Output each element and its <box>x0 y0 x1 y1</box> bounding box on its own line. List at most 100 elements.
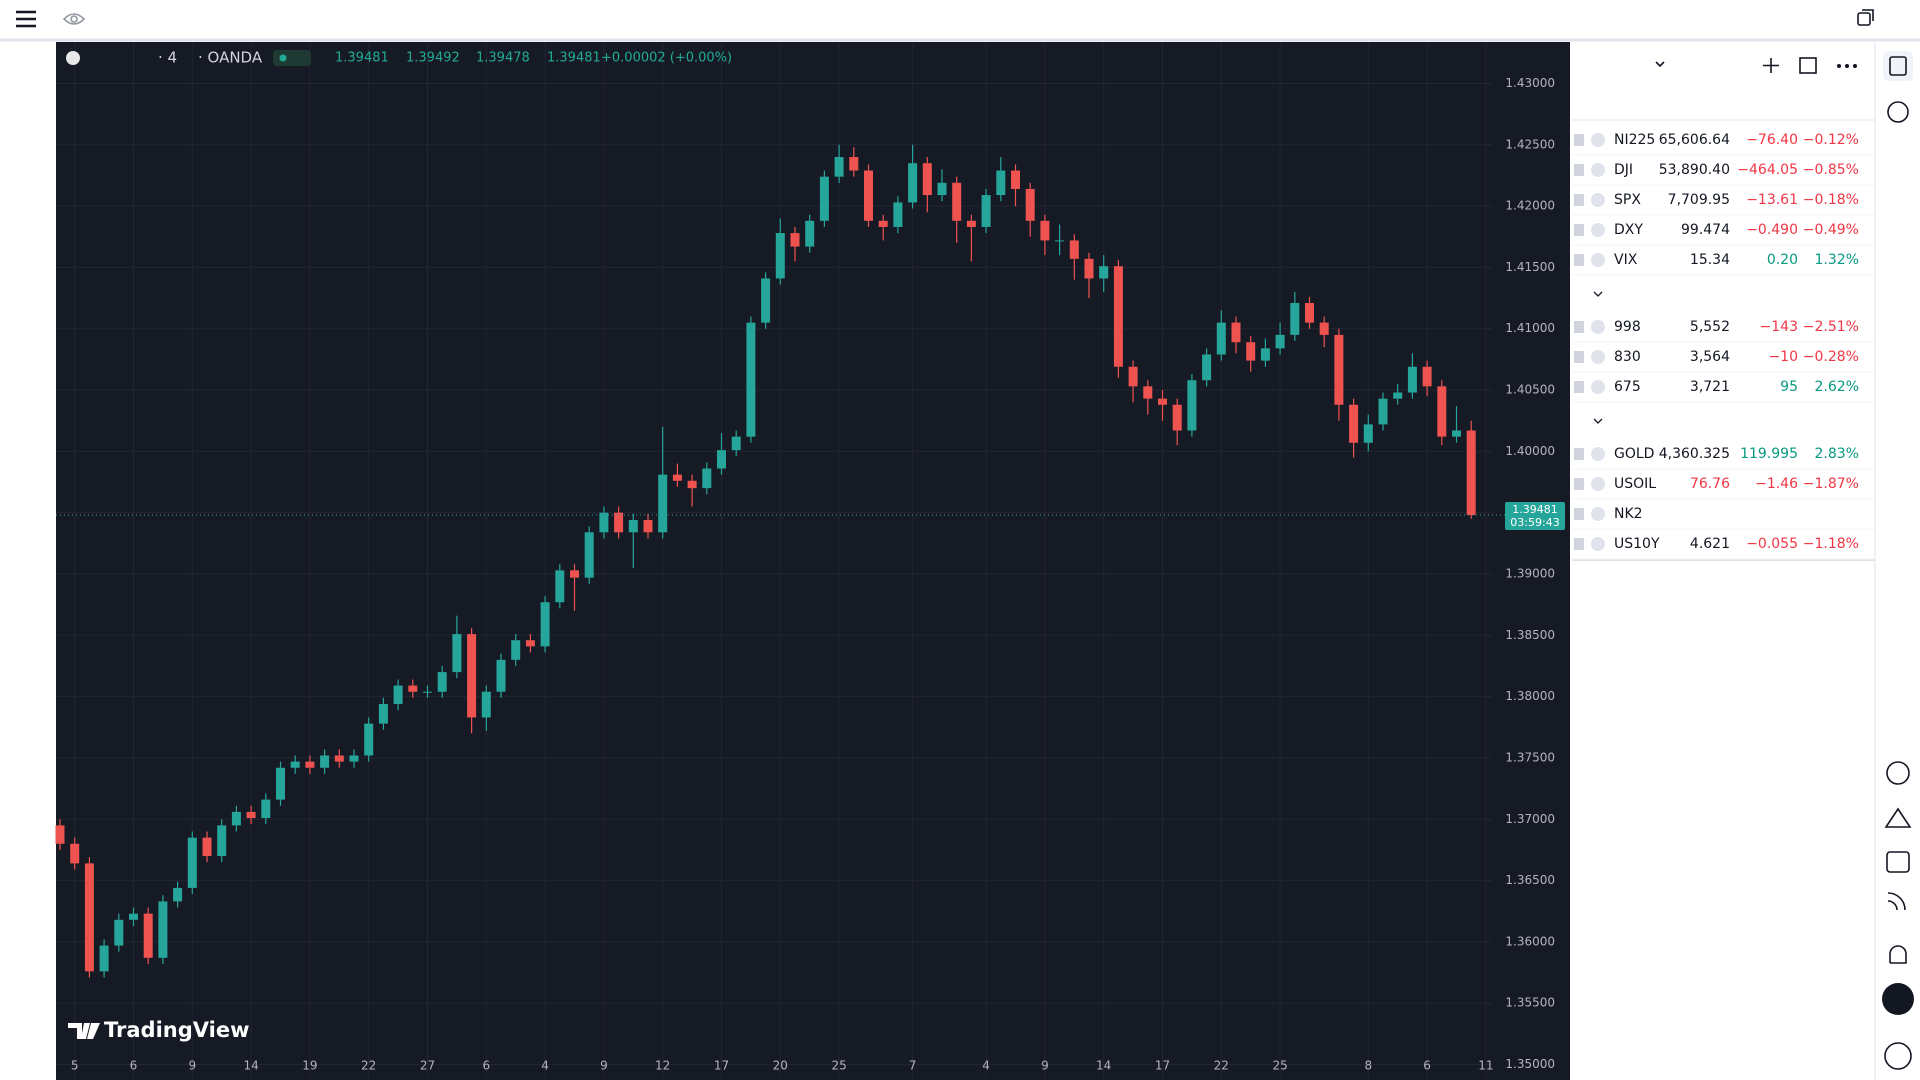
row-flag <box>1574 351 1584 363</box>
layout-button[interactable] <box>1799 57 1817 74</box>
products-tab[interactable] <box>1882 983 1914 1015</box>
news-tab[interactable] <box>1887 892 1906 911</box>
x-tick-label: 7 <box>909 1059 917 1073</box>
change-percent: 1.32% <box>1815 252 1859 268</box>
row-flag <box>1574 478 1584 490</box>
ideas-tab[interactable] <box>1886 761 1910 785</box>
candle-body <box>261 799 271 819</box>
group-toggle[interactable] <box>1593 418 1603 424</box>
candle-body <box>114 919 124 946</box>
candle-body <box>805 220 815 247</box>
watchlist-row[interactable]: 998 5,552 −143 −2.51% <box>1572 319 1875 343</box>
watchlist-row[interactable]: VIX 15.34 0.20 1.32% <box>1572 252 1875 276</box>
watchlist-tab[interactable] <box>1883 51 1913 81</box>
watchlist-row[interactable]: USOIL 76.76 −1.46 −1.87% <box>1572 476 1875 500</box>
symbol: USOIL <box>1614 476 1656 492</box>
candle-body <box>1407 366 1417 393</box>
symbol-logo <box>1591 223 1605 237</box>
countdown: 03:59:43 <box>1510 516 1559 529</box>
interval: · 4 <box>158 49 177 67</box>
x-tick-label: 8 <box>1364 1059 1372 1073</box>
status-badge <box>273 50 311 66</box>
candle-body <box>908 163 918 203</box>
candle-body <box>1393 392 1403 399</box>
last-price: 15.34 <box>1690 252 1730 268</box>
x-tick-label: 6 <box>1423 1059 1431 1073</box>
row-flag <box>1574 508 1584 520</box>
watchlist-row[interactable]: 675 3,721 95 2.62% <box>1572 379 1875 403</box>
candle-body <box>996 170 1006 196</box>
candle-body <box>246 811 256 819</box>
candle-body <box>408 685 418 692</box>
candle-body <box>217 825 227 857</box>
symbol-logo <box>1591 447 1605 461</box>
watchlist-row[interactable]: US10Y 4.621 −0.055 −1.18% <box>1572 536 1875 560</box>
add-symbol[interactable] <box>1763 58 1779 73</box>
candle-body <box>555 570 565 603</box>
side-icons <box>1882 51 1914 1070</box>
list-dropdown[interactable] <box>1655 61 1665 68</box>
alerts-tab[interactable] <box>1887 101 1909 123</box>
candle-body <box>1290 302 1300 335</box>
notifications-tab[interactable] <box>1889 945 1907 964</box>
candle-body <box>643 520 653 533</box>
last-price: 3,564 <box>1690 349 1730 365</box>
candle-body <box>276 767 285 800</box>
candle-body <box>70 843 80 864</box>
candle-body <box>173 887 183 902</box>
y-tick-label: 1.35000 <box>1505 1057 1555 1071</box>
menu-button[interactable] <box>16 10 36 28</box>
watchlist-row[interactable]: DJI 53,890.40 −464.05 −0.85% <box>1572 162 1875 186</box>
candle-body <box>864 170 873 221</box>
x-tick-label: 25 <box>831 1059 846 1073</box>
symbol-logo <box>1591 163 1605 177</box>
row-flag <box>1574 194 1584 206</box>
ohlc-close: 1.39481 <box>547 51 601 66</box>
candle-body <box>143 913 153 958</box>
group-toggle[interactable] <box>1593 291 1603 297</box>
candle-body <box>1231 322 1241 343</box>
more-button[interactable] <box>1837 64 1857 68</box>
candle-body <box>1084 258 1094 279</box>
visibility-button[interactable] <box>62 13 86 25</box>
y-tick-label: 1.39000 <box>1505 566 1555 580</box>
x-tick-label: 6 <box>130 1059 138 1073</box>
hotlists-tab[interactable] <box>1884 807 1912 828</box>
candle-body <box>834 157 844 177</box>
symbol-logo <box>1591 537 1605 551</box>
candle-body <box>922 163 932 196</box>
candle-body <box>1113 266 1123 367</box>
change-percent: 2.83% <box>1815 446 1859 462</box>
candle-body <box>1363 424 1373 443</box>
symbol-flag <box>66 51 80 65</box>
calendar-tab[interactable] <box>1886 851 1910 873</box>
candle-body <box>1172 404 1182 431</box>
window-button[interactable] <box>1857 9 1874 26</box>
candle-body <box>702 468 712 489</box>
help-tab[interactable] <box>1884 1042 1912 1070</box>
row-flag <box>1574 224 1584 236</box>
candle-body <box>1246 342 1256 361</box>
change-percent: −2.51% <box>1803 319 1859 335</box>
change: 0.20 <box>1767 252 1798 268</box>
row-flag <box>1574 448 1584 460</box>
watchlist-row[interactable]: 830 3,564 −10 −0.28% <box>1572 349 1875 373</box>
y-tick-label: 1.43000 <box>1505 76 1555 90</box>
candle-body <box>467 634 477 718</box>
candle-body <box>761 278 771 323</box>
symbol-logo <box>1591 133 1605 147</box>
y-tick-label: 1.36000 <box>1505 934 1555 948</box>
candle-body <box>481 691 491 718</box>
candle-body <box>658 474 668 533</box>
watermark-logo <box>68 1023 100 1039</box>
candle-body <box>952 182 962 221</box>
watchlist-row[interactable]: NK2 <box>1572 506 1875 530</box>
watchlist-row[interactable]: DXY 99.474 −0.490 −0.49% <box>1572 222 1875 246</box>
watchlist-row[interactable]: SPX 7,709.95 −13.61 −0.18% <box>1572 192 1875 216</box>
row-flag <box>1574 254 1584 266</box>
watchlist-row[interactable]: NI225 65,606.64 −76.40 −0.12% <box>1572 132 1875 156</box>
y-tick-label: 1.42500 <box>1505 137 1555 151</box>
candle-body <box>937 182 947 196</box>
watchlist-row[interactable]: GOLD 4,360.325 119.995 2.83% <box>1572 446 1875 470</box>
